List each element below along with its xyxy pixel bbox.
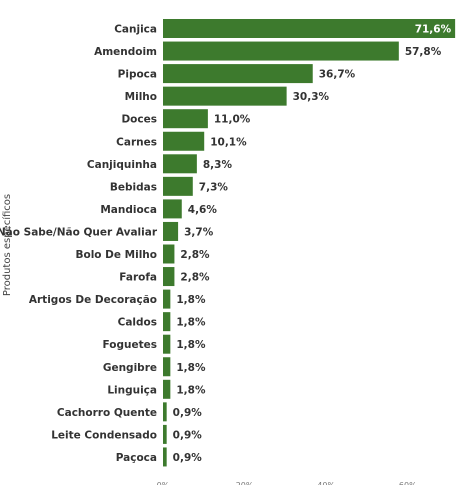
data-label-cachorro-quente: 0,9% [173,407,203,419]
category-label-amendoim: Amendoim [94,46,157,58]
data-label-bolo-de-milho: 2,8% [180,249,210,261]
data-label-caldos: 1,8% [176,317,206,329]
bar-bolo-de-milho [163,244,175,264]
bar-carnes [163,131,205,151]
category-label-foguetes: Foguetes [103,339,157,351]
y-axis-label: Produtos específicos [1,194,13,296]
data-label-linguica: 1,8% [176,384,206,396]
bar-nao-sabe-nao-quer-avaliar [163,221,179,241]
bar-amendoim [163,41,399,61]
bar-artigos-de-decoracao [163,289,171,309]
category-label-farofa: Farofa [119,272,157,284]
data-label-pipoca: 36,7% [319,69,356,81]
data-label-pacoca: 0,9% [173,452,203,464]
category-label-artigos-de-decoracao: Artigos De Decoração [29,294,157,306]
bar-pipoca [163,64,313,84]
data-label-amendoim: 57,8% [405,46,442,58]
bar-canjica [163,19,456,38]
category-label-leite-condensado: Leite Condensado [51,429,157,441]
data-label-farofa: 2,8% [180,272,210,284]
category-label-carnes: Carnes [116,136,157,148]
bar-farofa [163,267,175,287]
data-label-nao-sabe-nao-quer-avaliar: 3,7% [184,226,214,238]
category-label-canjica: Canjica [114,24,157,36]
bar-mandioca [163,199,182,219]
bar-caldos [163,312,171,332]
category-label-pacoca: Paçoca [116,452,157,464]
data-label-carnes: 10,1% [210,136,247,148]
category-label-canjiquinha: Canjiquinha [87,159,157,171]
data-label-doces: 11,0% [214,114,251,126]
bar-canjiquinha [163,154,197,174]
category-label-mandioca: Mandioca [100,204,157,216]
bar-gengibre [163,357,171,377]
x-tick-label: 60% [399,481,417,485]
data-label-bebidas: 7,3% [199,181,229,193]
data-label-foguetes: 1,8% [176,339,206,351]
x-tick-label: 40% [317,481,335,485]
data-label-milho: 30,3% [293,91,330,103]
category-label-nao-sabe-nao-quer-avaliar: Não Sabe/Não Quer Avaliar [0,226,158,238]
bar-milho [163,86,287,106]
x-axis-ticks: 0% 20% 40% 60% [157,481,417,485]
category-label-pipoca: Pipoca [118,69,157,81]
category-label-linguica: Linguiça [107,384,157,396]
x-tick-label: 0% [157,481,170,485]
data-label-canjica: 71,6% [415,24,452,36]
category-label-gengibre: Gengibre [103,362,157,374]
category-label-bebidas: Bebidas [110,181,157,193]
bar-bebidas [163,176,193,196]
x-tick-label: 20% [236,481,254,485]
category-label-bolo-de-milho: Bolo De Milho [75,249,157,261]
bar-pacoca [163,447,167,467]
category-label-cachorro-quente: Cachorro Quente [57,407,157,419]
data-label-leite-condensado: 0,9% [173,429,203,441]
bars-group: Canjica 71,6% Amendoim 57,8% Pipoca 36,7% Milh… [0,19,456,467]
data-label-canjiquinha: 8,3% [203,159,233,171]
bar-cachorro-quente [163,402,167,422]
data-label-mandioca: 4,6% [188,204,218,216]
bar-foguetes [163,334,171,354]
data-label-artigos-de-decoracao: 1,8% [176,294,206,306]
bar-leite-condensado [163,424,167,444]
bar-linguica [163,379,171,399]
bar-doces [163,109,208,129]
category-label-caldos: Caldos [118,317,157,329]
category-label-doces: Doces [121,114,157,126]
category-label-milho: Milho [125,91,157,103]
data-label-gengibre: 1,8% [176,362,206,374]
